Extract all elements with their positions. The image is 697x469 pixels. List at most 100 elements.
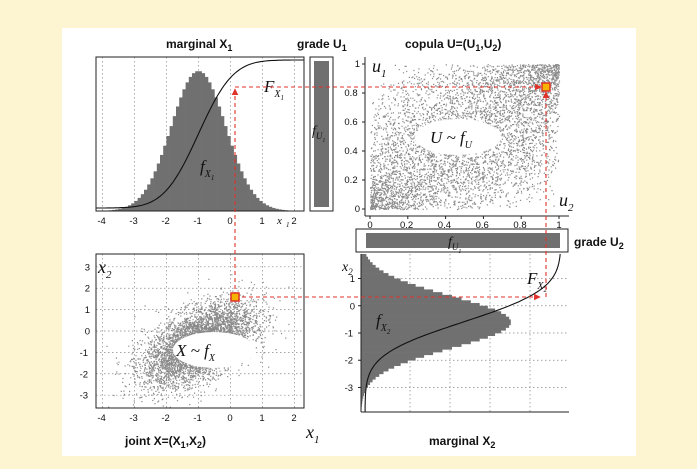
histogram-bar (230, 145, 234, 211)
histogram-bar (278, 209, 282, 211)
histogram-bar (275, 208, 279, 211)
tick-label: 0 (367, 220, 372, 231)
tick-label: 1 (556, 220, 561, 231)
tick-label: -3 (129, 216, 137, 227)
tick-label: 0.4 (438, 220, 451, 231)
histogram-bar (262, 203, 266, 211)
label-x2-joint: x2 (97, 257, 112, 281)
histogram-bar (198, 71, 202, 211)
tick-label: -2 (345, 356, 353, 367)
histogram-bar (361, 259, 371, 263)
histogram-bar (361, 373, 380, 377)
tick-label: -3 (345, 383, 353, 394)
copula-point-marker (541, 82, 551, 92)
tick-label: -3 (129, 413, 137, 424)
histogram-bar (265, 205, 270, 211)
tick-label: -1 (193, 216, 201, 227)
tick-label: 0 (355, 204, 360, 215)
histogram-bar (361, 264, 376, 268)
histogram-bar (128, 205, 132, 211)
tick-label: -2 (161, 413, 169, 424)
histogram-bar (361, 349, 443, 353)
histogram-bar (361, 303, 480, 307)
histogram-bar (150, 178, 154, 211)
histogram-bar (361, 281, 408, 285)
histogram-bar (361, 308, 496, 312)
histogram-bar (176, 106, 180, 211)
tick-label: 1 (259, 413, 264, 424)
histogram-bar (140, 194, 145, 211)
histogram-bar (361, 390, 366, 394)
tick-label: -2 (161, 216, 169, 227)
marginal-x1-x-ticks: -4 -3 -2 -1 0 1 x 21 (97, 215, 296, 229)
tick-label: -4 (97, 216, 105, 227)
histogram-bar (201, 73, 206, 211)
tick-label: x (276, 215, 282, 227)
histogram-bar (361, 262, 373, 266)
histogram-bar (361, 357, 416, 361)
histogram-bar (172, 116, 177, 211)
histogram-bar (361, 371, 384, 375)
histogram-bar (361, 270, 384, 274)
histogram-bar (195, 71, 199, 211)
histogram-bar (243, 178, 247, 211)
label-F-x1: FX1 (263, 77, 284, 102)
marginal-x2-ticks: 1 0 -1 -2 -3 (345, 274, 361, 394)
tick-label: 0.6 (344, 117, 357, 128)
histogram-bar (361, 316, 510, 320)
copula-panel: 1 0.8 0.6 0.4 0.2 00 0.2 0.4 0.6 0.8 1 copula U=(U… (344, 37, 574, 231)
histogram-bar (188, 76, 193, 211)
tick-label: 0 (85, 327, 90, 338)
tick-label: 1 (259, 216, 264, 227)
histogram-bar (137, 197, 142, 211)
marginal-x1-cdf-curve (96, 59, 304, 209)
histogram-bar (144, 189, 148, 211)
label-f-x1: fX1 (200, 157, 214, 182)
joint-point-marker (230, 292, 240, 302)
histogram-bar (214, 97, 218, 211)
histogram-bar (361, 360, 408, 364)
histogram-bar (361, 254, 367, 258)
label-f-x2: fX2 (376, 311, 391, 336)
marginal-x2-histogram (361, 254, 511, 410)
histogram-bar (361, 362, 401, 366)
histogram-bar (361, 294, 452, 298)
histogram-bar (361, 289, 434, 293)
tick-label: 2 (291, 216, 296, 227)
joint-frame (95, 253, 305, 409)
tick-label: -4 (97, 413, 105, 424)
tick-label: 0.2 (400, 220, 413, 231)
histogram-bar (249, 189, 254, 211)
histogram-bar (179, 97, 183, 211)
tick-label: 0.8 (513, 220, 526, 231)
histogram-bar (361, 313, 506, 317)
label-x-tilde-f: X ~ fX (175, 341, 216, 364)
histogram-bar (118, 208, 122, 211)
tick-label: 1 (350, 274, 355, 285)
label-x2-marg: x2 (341, 260, 353, 277)
copula-ticks: 1 0.8 0.6 0.4 0.2 00 0.2 0.4 0.6 0.8 1 (344, 59, 561, 231)
histogram-bar (240, 171, 244, 211)
marginal-x1-histogram (108, 71, 289, 211)
tick-label: -1 (80, 348, 88, 359)
histogram-bar (361, 365, 395, 369)
tick-label: 2 (85, 284, 90, 295)
histogram-bar (182, 89, 186, 211)
histogram-bar (252, 194, 257, 211)
label-f-u2: fU1 (448, 235, 461, 255)
joint-title: joint X=(X1,X2) (124, 434, 206, 450)
histogram-bar (361, 387, 367, 391)
histogram-bar (192, 73, 196, 211)
histogram-bar (147, 184, 151, 211)
histogram-bar (166, 136, 170, 211)
tick-label: -1 (193, 413, 201, 424)
histogram-bar (361, 352, 434, 356)
tick-label: -2 (80, 369, 88, 380)
histogram-bar (272, 207, 276, 211)
marginal-x1-title: marginal X1 (166, 37, 232, 53)
joint-label-bubble (173, 332, 255, 368)
histogram-bar (361, 392, 365, 396)
joint-panel: -4 -3 -2 -1 0 1 2 3 2 1 0 -1 -2 -3 x2 x1 X ~ fX joint… (80, 253, 320, 450)
histogram-bar (361, 368, 389, 372)
histogram-bar (185, 82, 190, 211)
